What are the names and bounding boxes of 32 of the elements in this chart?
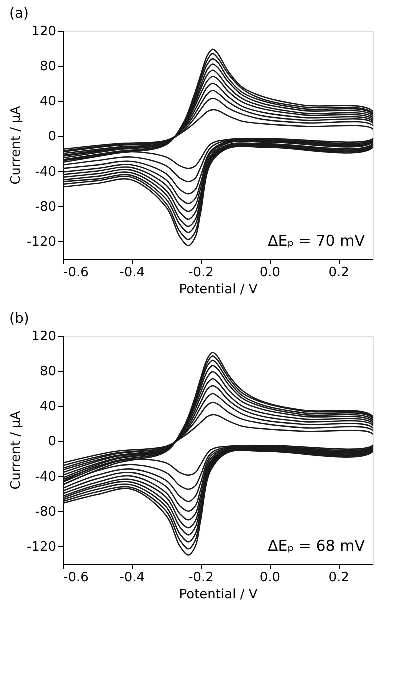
y-tick-label: -80 bbox=[35, 200, 56, 215]
y-axis-title: Current / μA bbox=[8, 106, 24, 185]
x-tick-label: 0.0 bbox=[260, 266, 281, 280]
x-tick-label: -0.2 bbox=[188, 266, 214, 280]
annotation: ΔEₚ = 70 mV bbox=[268, 232, 366, 250]
y-axis-title: Current / μA bbox=[8, 411, 24, 490]
annotation: ΔEₚ = 68 mV bbox=[268, 537, 366, 555]
y-tick-label: 80 bbox=[40, 364, 56, 380]
y-tick-label: 120 bbox=[32, 330, 56, 344]
y-tick-label: 80 bbox=[40, 60, 56, 75]
x-axis-title: Potential / V bbox=[179, 588, 258, 602]
y-tick-label: 0 bbox=[48, 130, 56, 145]
y-tick-label: 120 bbox=[32, 24, 56, 40]
y-tick-label: 40 bbox=[40, 94, 56, 110]
x-tick-label: 0.2 bbox=[328, 266, 350, 280]
x-tick-label: -0.4 bbox=[120, 570, 146, 586]
x-tick-label: -0.4 bbox=[120, 266, 146, 280]
x-tick-label: 0.0 bbox=[260, 570, 281, 586]
y-tick-label: -80 bbox=[35, 504, 56, 520]
chart-title: (a) bbox=[9, 6, 30, 22]
y-tick-label: -120 bbox=[26, 234, 56, 250]
y-tick-label: 0 bbox=[48, 434, 56, 450]
x-tick-label: -0.6 bbox=[64, 266, 89, 280]
y-tick-label: -120 bbox=[26, 540, 56, 555]
y-tick-label: 40 bbox=[40, 400, 56, 415]
x-tick-label: 0.2 bbox=[328, 570, 350, 586]
y-tick-label: -40 bbox=[35, 470, 56, 485]
y-tick-label: -40 bbox=[35, 164, 56, 180]
x-axis-title: Potential / V bbox=[179, 282, 258, 298]
chart-title: (b) bbox=[9, 311, 30, 327]
x-tick-label: -0.2 bbox=[188, 570, 214, 586]
x-tick-label: -0.6 bbox=[64, 570, 89, 586]
